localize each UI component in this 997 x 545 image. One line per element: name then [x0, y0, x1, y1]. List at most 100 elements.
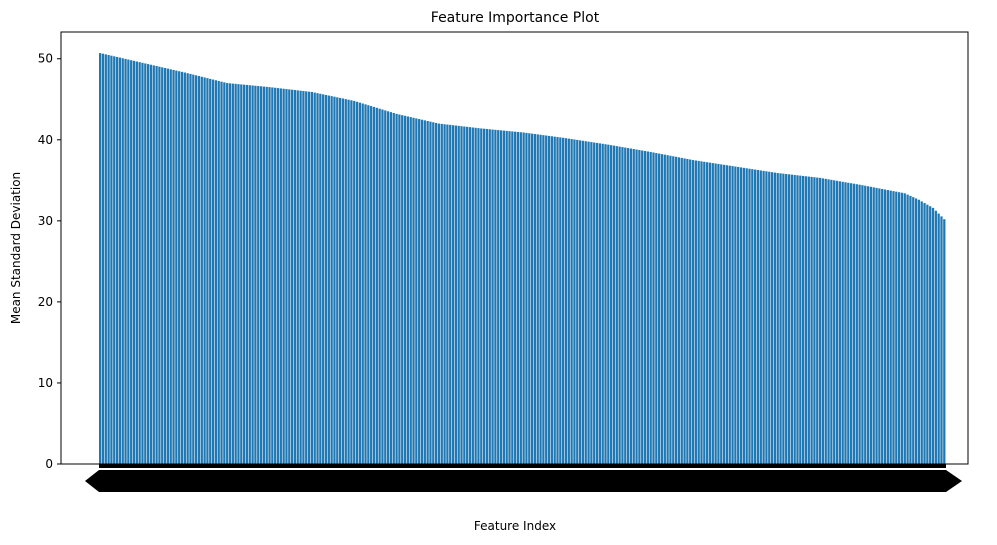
bar — [307, 91, 311, 465]
bar — [663, 154, 666, 464]
bar — [522, 132, 525, 464]
bar — [409, 117, 412, 464]
bar — [646, 151, 649, 464]
bar — [677, 157, 681, 465]
bar — [841, 181, 844, 464]
bar — [883, 189, 887, 464]
bar — [830, 179, 833, 464]
bar — [415, 118, 418, 465]
bar — [514, 131, 517, 464]
bar — [446, 124, 449, 464]
bar — [440, 123, 443, 464]
bar — [110, 55, 113, 465]
bar — [454, 125, 457, 464]
bar — [138, 62, 141, 465]
bar — [101, 53, 105, 464]
bar — [206, 78, 209, 464]
bar — [545, 135, 548, 464]
bar — [683, 158, 686, 464]
bar — [211, 79, 215, 465]
bar — [793, 174, 796, 464]
bar — [279, 88, 282, 464]
bar — [547, 135, 551, 464]
chart-title: Feature Importance Plot — [431, 10, 600, 26]
bar — [748, 168, 751, 464]
bar — [178, 71, 181, 464]
bar — [231, 83, 234, 464]
bar — [172, 69, 175, 465]
x-tick-label-band — [85, 464, 962, 492]
bar — [189, 73, 192, 465]
bar — [578, 140, 582, 464]
bar — [296, 90, 299, 465]
bar — [607, 144, 610, 464]
bar — [759, 170, 762, 464]
bar — [338, 97, 342, 465]
bar — [604, 144, 607, 465]
bar — [341, 98, 345, 465]
bar — [923, 203, 926, 464]
bar — [336, 97, 339, 464]
bar — [929, 206, 932, 464]
bar — [821, 178, 825, 464]
bar — [217, 80, 220, 464]
bar — [785, 174, 788, 464]
bar — [375, 107, 378, 464]
bar — [649, 151, 652, 464]
bar — [155, 66, 158, 464]
bar — [799, 175, 802, 464]
bar — [276, 88, 280, 464]
bar — [595, 142, 599, 464]
bar — [810, 176, 813, 465]
y-tick-label: 50 — [38, 52, 53, 66]
bar — [768, 171, 771, 465]
bar — [658, 153, 661, 464]
bar — [429, 121, 432, 464]
bar — [533, 134, 537, 464]
bar — [847, 182, 850, 464]
bar — [220, 81, 223, 464]
bar — [175, 70, 178, 464]
bar — [209, 78, 212, 464]
bar — [838, 181, 841, 465]
bar — [449, 124, 452, 464]
bar — [333, 96, 336, 464]
bar — [632, 149, 635, 465]
bar — [290, 89, 294, 465]
bar — [703, 161, 706, 465]
bar — [330, 96, 333, 464]
bar — [485, 128, 489, 465]
bar — [519, 132, 522, 465]
bar — [610, 145, 613, 464]
bar — [739, 167, 743, 464]
bar — [463, 126, 466, 464]
bar — [666, 155, 669, 464]
bar — [237, 84, 240, 464]
bar — [406, 116, 409, 464]
bar — [192, 74, 195, 464]
bar — [638, 150, 641, 464]
bar — [505, 130, 508, 464]
bar — [556, 137, 559, 465]
bar — [835, 180, 839, 464]
bar — [451, 125, 455, 465]
bar — [327, 95, 330, 464]
bar — [570, 139, 573, 465]
bar — [194, 75, 198, 464]
bar — [180, 71, 184, 464]
bar — [917, 199, 921, 464]
bar — [302, 91, 305, 464]
bar — [725, 165, 729, 464]
bar — [714, 163, 717, 464]
bar — [152, 65, 155, 464]
bar — [316, 93, 319, 465]
bar — [420, 119, 424, 464]
bar — [708, 162, 712, 464]
bar — [593, 142, 596, 464]
bar — [818, 177, 822, 464]
bar — [802, 175, 805, 464]
bar — [691, 160, 695, 464]
bar — [864, 185, 867, 465]
bar — [587, 141, 590, 464]
bar — [581, 140, 585, 464]
